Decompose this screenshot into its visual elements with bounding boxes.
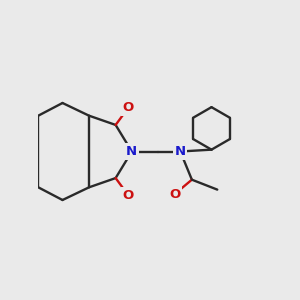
Text: N: N xyxy=(175,145,186,158)
Text: O: O xyxy=(123,189,134,202)
Text: O: O xyxy=(123,101,134,114)
Text: N: N xyxy=(126,145,137,158)
Text: O: O xyxy=(169,188,180,201)
